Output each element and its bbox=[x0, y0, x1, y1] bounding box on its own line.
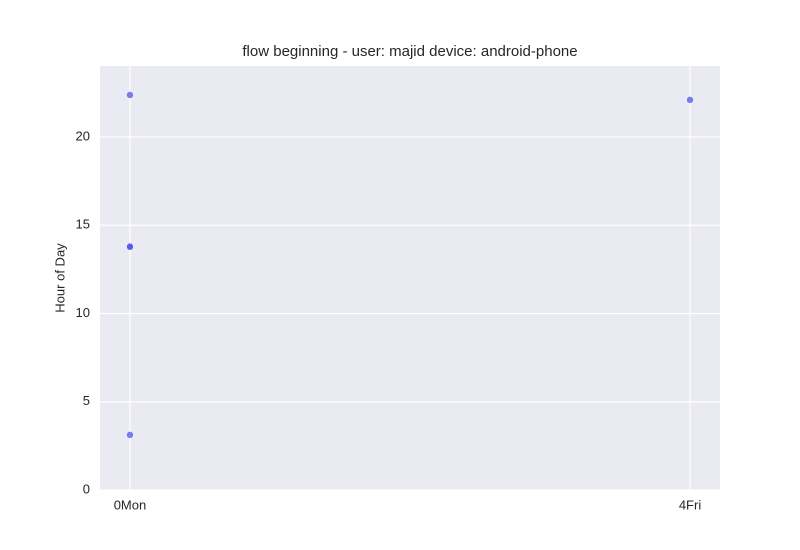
point bbox=[126, 431, 134, 439]
x-tick-label: 4Fri bbox=[679, 497, 702, 512]
y-axis-label: Hour of Day bbox=[52, 243, 67, 313]
y-tick-label: 0 bbox=[83, 481, 90, 496]
y-tick-label: 5 bbox=[83, 393, 90, 408]
point bbox=[126, 243, 134, 251]
y-tick-label: 15 bbox=[76, 217, 90, 232]
plot-area bbox=[100, 66, 720, 490]
y-tick-label: 20 bbox=[76, 128, 90, 143]
point bbox=[686, 96, 694, 104]
y-tick-label: 10 bbox=[76, 305, 90, 320]
point bbox=[126, 91, 134, 99]
chart-title: flow beginning - user: majid device: and… bbox=[242, 43, 577, 60]
x-tick-label: 0Mon bbox=[114, 497, 147, 512]
